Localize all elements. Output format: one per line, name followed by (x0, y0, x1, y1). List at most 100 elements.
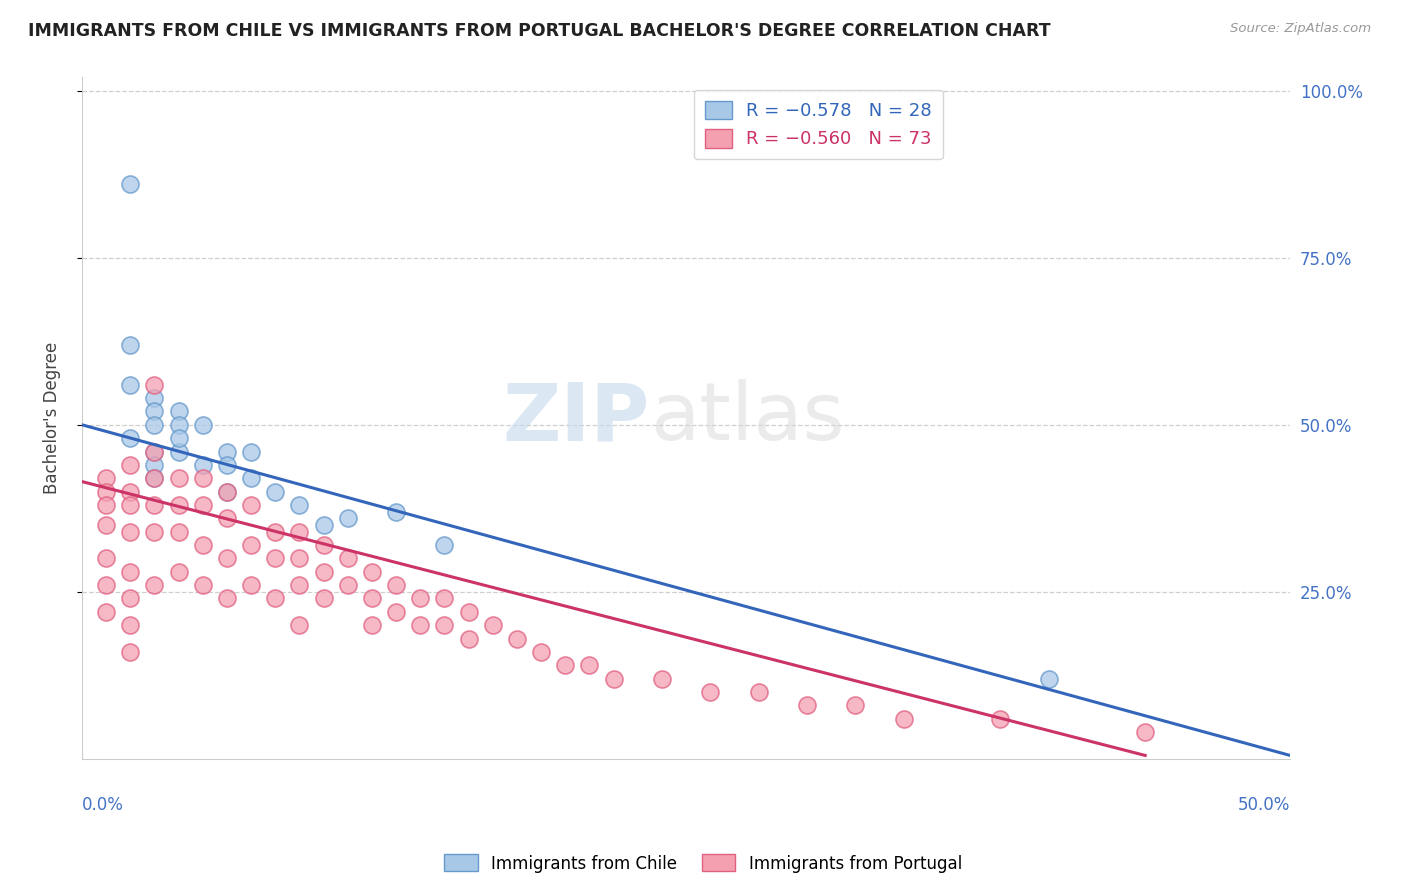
Point (120, 645, 142, 659)
Point (191, 498, 214, 512)
Point (288, 578, 311, 592)
Point (554, 658, 576, 673)
Point (167, 431, 190, 445)
Point (1038, 672, 1060, 686)
Point (120, 524, 142, 539)
Legend: R = −0.578   N = 28, R = −0.560   N = 73: R = −0.578 N = 28, R = −0.560 N = 73 (695, 90, 943, 160)
Point (215, 484, 238, 499)
Point (120, 431, 142, 445)
Point (143, 578, 166, 592)
Point (240, 471, 263, 485)
Text: atlas: atlas (650, 379, 844, 457)
Point (844, 698, 866, 713)
Point (288, 618, 311, 632)
Text: ZIP: ZIP (502, 379, 650, 457)
Point (94, 578, 117, 592)
Point (336, 551, 359, 566)
Point (312, 538, 335, 552)
Point (312, 591, 335, 606)
Point (120, 337, 142, 351)
Point (120, 618, 142, 632)
Point (143, 458, 166, 472)
Point (191, 458, 214, 472)
Point (94, 605, 117, 619)
Point (120, 591, 142, 606)
Point (215, 458, 238, 472)
Point (215, 551, 238, 566)
Point (94, 518, 117, 533)
Point (481, 618, 503, 632)
Point (1133, 725, 1156, 739)
Point (433, 618, 456, 632)
Point (409, 591, 432, 606)
Point (94, 471, 117, 485)
Point (167, 404, 190, 418)
Point (457, 605, 479, 619)
Point (120, 377, 142, 392)
Point (215, 511, 238, 525)
Point (143, 417, 166, 432)
Point (361, 591, 384, 606)
Point (191, 578, 214, 592)
Point (699, 685, 721, 699)
Point (240, 578, 263, 592)
Point (167, 471, 190, 485)
Point (191, 538, 214, 552)
Point (120, 498, 142, 512)
Point (215, 484, 238, 499)
Point (796, 698, 818, 713)
Point (120, 565, 142, 579)
Point (167, 524, 190, 539)
Text: 0.0%: 0.0% (82, 797, 124, 814)
Point (893, 712, 915, 726)
Point (167, 444, 190, 458)
Point (578, 658, 600, 673)
Point (288, 551, 311, 566)
Point (215, 444, 238, 458)
Text: Source: ZipAtlas.com: Source: ZipAtlas.com (1230, 22, 1371, 36)
Point (312, 565, 335, 579)
Point (409, 618, 432, 632)
Point (457, 632, 479, 646)
Point (361, 618, 384, 632)
Point (191, 471, 214, 485)
Point (651, 672, 673, 686)
Point (385, 505, 408, 519)
Point (361, 565, 384, 579)
Point (264, 484, 287, 499)
Text: IMMIGRANTS FROM CHILE VS IMMIGRANTS FROM PORTUGAL BACHELOR'S DEGREE CORRELATION : IMMIGRANTS FROM CHILE VS IMMIGRANTS FROM… (28, 22, 1050, 40)
Point (94, 551, 117, 566)
Point (143, 391, 166, 405)
Point (143, 444, 166, 458)
Point (288, 524, 311, 539)
Point (167, 417, 190, 432)
Point (191, 417, 214, 432)
Point (506, 632, 529, 646)
Point (120, 458, 142, 472)
Y-axis label: Bachelor's Degree: Bachelor's Degree (44, 342, 60, 494)
Point (336, 511, 359, 525)
Point (143, 404, 166, 418)
Point (94, 498, 117, 512)
Point (602, 672, 624, 686)
Text: 50.0%: 50.0% (1237, 797, 1291, 814)
Point (240, 538, 263, 552)
Point (264, 524, 287, 539)
Point (143, 471, 166, 485)
Point (143, 444, 166, 458)
Point (385, 578, 408, 592)
Point (433, 591, 456, 606)
Point (167, 565, 190, 579)
Point (264, 591, 287, 606)
Point (988, 712, 1011, 726)
Point (530, 645, 553, 659)
Point (288, 498, 311, 512)
Point (336, 578, 359, 592)
Point (215, 591, 238, 606)
Point (120, 484, 142, 499)
Point (143, 377, 166, 392)
Point (143, 498, 166, 512)
Point (240, 444, 263, 458)
Point (120, 178, 142, 192)
Point (167, 498, 190, 512)
